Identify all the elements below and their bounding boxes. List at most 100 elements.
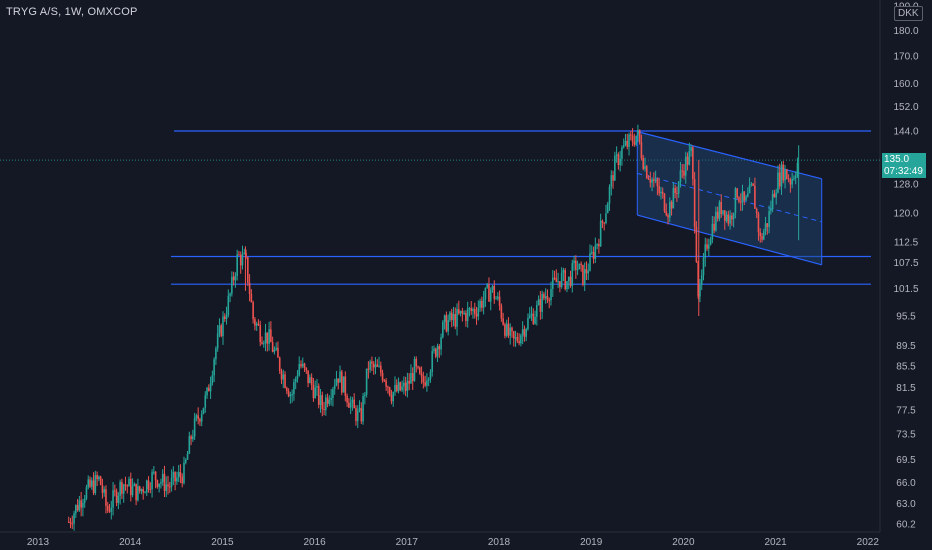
candle-body bbox=[512, 331, 515, 339]
bar-countdown: 07:32:49 bbox=[882, 165, 926, 178]
candle-body bbox=[255, 323, 258, 326]
candle-body bbox=[578, 263, 581, 270]
candle-body bbox=[101, 484, 104, 493]
price-tick-label: 180.0 bbox=[893, 26, 918, 37]
candle-body bbox=[415, 358, 418, 367]
candle-body bbox=[206, 387, 208, 396]
candle-body bbox=[599, 220, 602, 247]
candle-body bbox=[656, 179, 659, 187]
candle-body bbox=[699, 284, 701, 297]
candle-body bbox=[443, 315, 446, 322]
candle-body bbox=[429, 371, 432, 379]
candle-body bbox=[481, 300, 483, 308]
candle-body bbox=[215, 348, 217, 360]
candle-body bbox=[138, 486, 141, 492]
candle-body bbox=[192, 436, 194, 440]
candle-body bbox=[183, 462, 185, 484]
candle-body bbox=[622, 145, 625, 148]
candle-body bbox=[727, 214, 730, 224]
candle-body bbox=[440, 337, 442, 350]
candle-body bbox=[621, 147, 623, 159]
candle-body bbox=[325, 397, 327, 411]
candle-body bbox=[700, 275, 703, 285]
candle-body bbox=[284, 374, 286, 388]
candle-body bbox=[434, 348, 437, 357]
candle-body bbox=[80, 500, 82, 508]
candle-body bbox=[592, 251, 595, 259]
candle-body bbox=[631, 135, 634, 142]
candle-body bbox=[484, 287, 487, 300]
price-tick-label: 69.5 bbox=[896, 455, 916, 466]
candle-body bbox=[413, 358, 416, 382]
candle-body bbox=[160, 482, 162, 484]
candle-body bbox=[780, 164, 783, 187]
price-tick-label: 112.5 bbox=[894, 238, 919, 249]
time-tick-label: 2013 bbox=[27, 537, 50, 548]
candle-body bbox=[679, 170, 682, 182]
candle-body bbox=[466, 308, 469, 321]
candle-body bbox=[452, 314, 455, 320]
candle-body bbox=[142, 489, 145, 493]
candle-body bbox=[286, 387, 288, 392]
candle-body bbox=[319, 395, 322, 405]
candle-body bbox=[567, 276, 570, 282]
candle-body bbox=[649, 179, 652, 183]
candle-body bbox=[454, 314, 457, 327]
candle-body bbox=[291, 394, 293, 396]
candle-body bbox=[614, 155, 616, 181]
candle-body bbox=[420, 373, 423, 377]
candle-body bbox=[674, 188, 676, 193]
candle-body bbox=[232, 276, 235, 281]
candle-body bbox=[340, 371, 343, 393]
candle-body bbox=[381, 372, 384, 381]
candle-body bbox=[355, 408, 357, 422]
candle-body bbox=[748, 185, 751, 194]
candle-body bbox=[626, 140, 629, 147]
candle-body bbox=[548, 299, 551, 301]
candle-body bbox=[688, 150, 691, 165]
candle-body bbox=[738, 197, 740, 202]
candle-body bbox=[491, 285, 494, 290]
candle-body bbox=[690, 147, 692, 151]
candle-body bbox=[477, 307, 480, 317]
candle-body bbox=[743, 191, 746, 201]
candle-body bbox=[149, 488, 152, 490]
time-tick-label: 2018 bbox=[488, 537, 511, 548]
candle-body bbox=[96, 475, 98, 480]
channel-upper-line bbox=[637, 131, 822, 180]
candle-body bbox=[651, 179, 653, 183]
chart-grid bbox=[0, 0, 881, 533]
candle-body bbox=[557, 281, 559, 283]
candle-body bbox=[193, 418, 196, 437]
channel-median-line bbox=[637, 172, 822, 223]
candle-body bbox=[768, 211, 770, 228]
candle-body bbox=[129, 478, 132, 496]
candle-body bbox=[786, 169, 788, 179]
price-tick-label: 89.5 bbox=[896, 341, 916, 352]
price-tick-label: 95.5 bbox=[896, 312, 916, 323]
candle-body bbox=[261, 342, 263, 344]
candle-body bbox=[167, 484, 169, 487]
candle-body bbox=[695, 226, 698, 262]
candle-body bbox=[580, 263, 582, 265]
candle-body bbox=[755, 208, 758, 214]
candle-body bbox=[569, 276, 572, 286]
candle-body bbox=[564, 270, 566, 290]
candle-body bbox=[339, 371, 341, 383]
candle-body bbox=[745, 196, 747, 201]
candle-body bbox=[248, 282, 251, 294]
candle-body bbox=[163, 473, 166, 491]
price-tick-label: 73.5 bbox=[896, 430, 916, 441]
currency-badge[interactable]: DKK bbox=[894, 6, 923, 21]
candle-body bbox=[723, 210, 726, 221]
candle-body bbox=[333, 385, 336, 390]
candle-body bbox=[534, 316, 536, 324]
candle-body bbox=[778, 172, 781, 187]
candle-body bbox=[654, 179, 657, 181]
candle-body bbox=[165, 484, 168, 491]
candle-body bbox=[741, 191, 744, 203]
candle-body bbox=[527, 318, 529, 330]
candle-body bbox=[458, 309, 460, 314]
candle-body bbox=[761, 236, 763, 240]
